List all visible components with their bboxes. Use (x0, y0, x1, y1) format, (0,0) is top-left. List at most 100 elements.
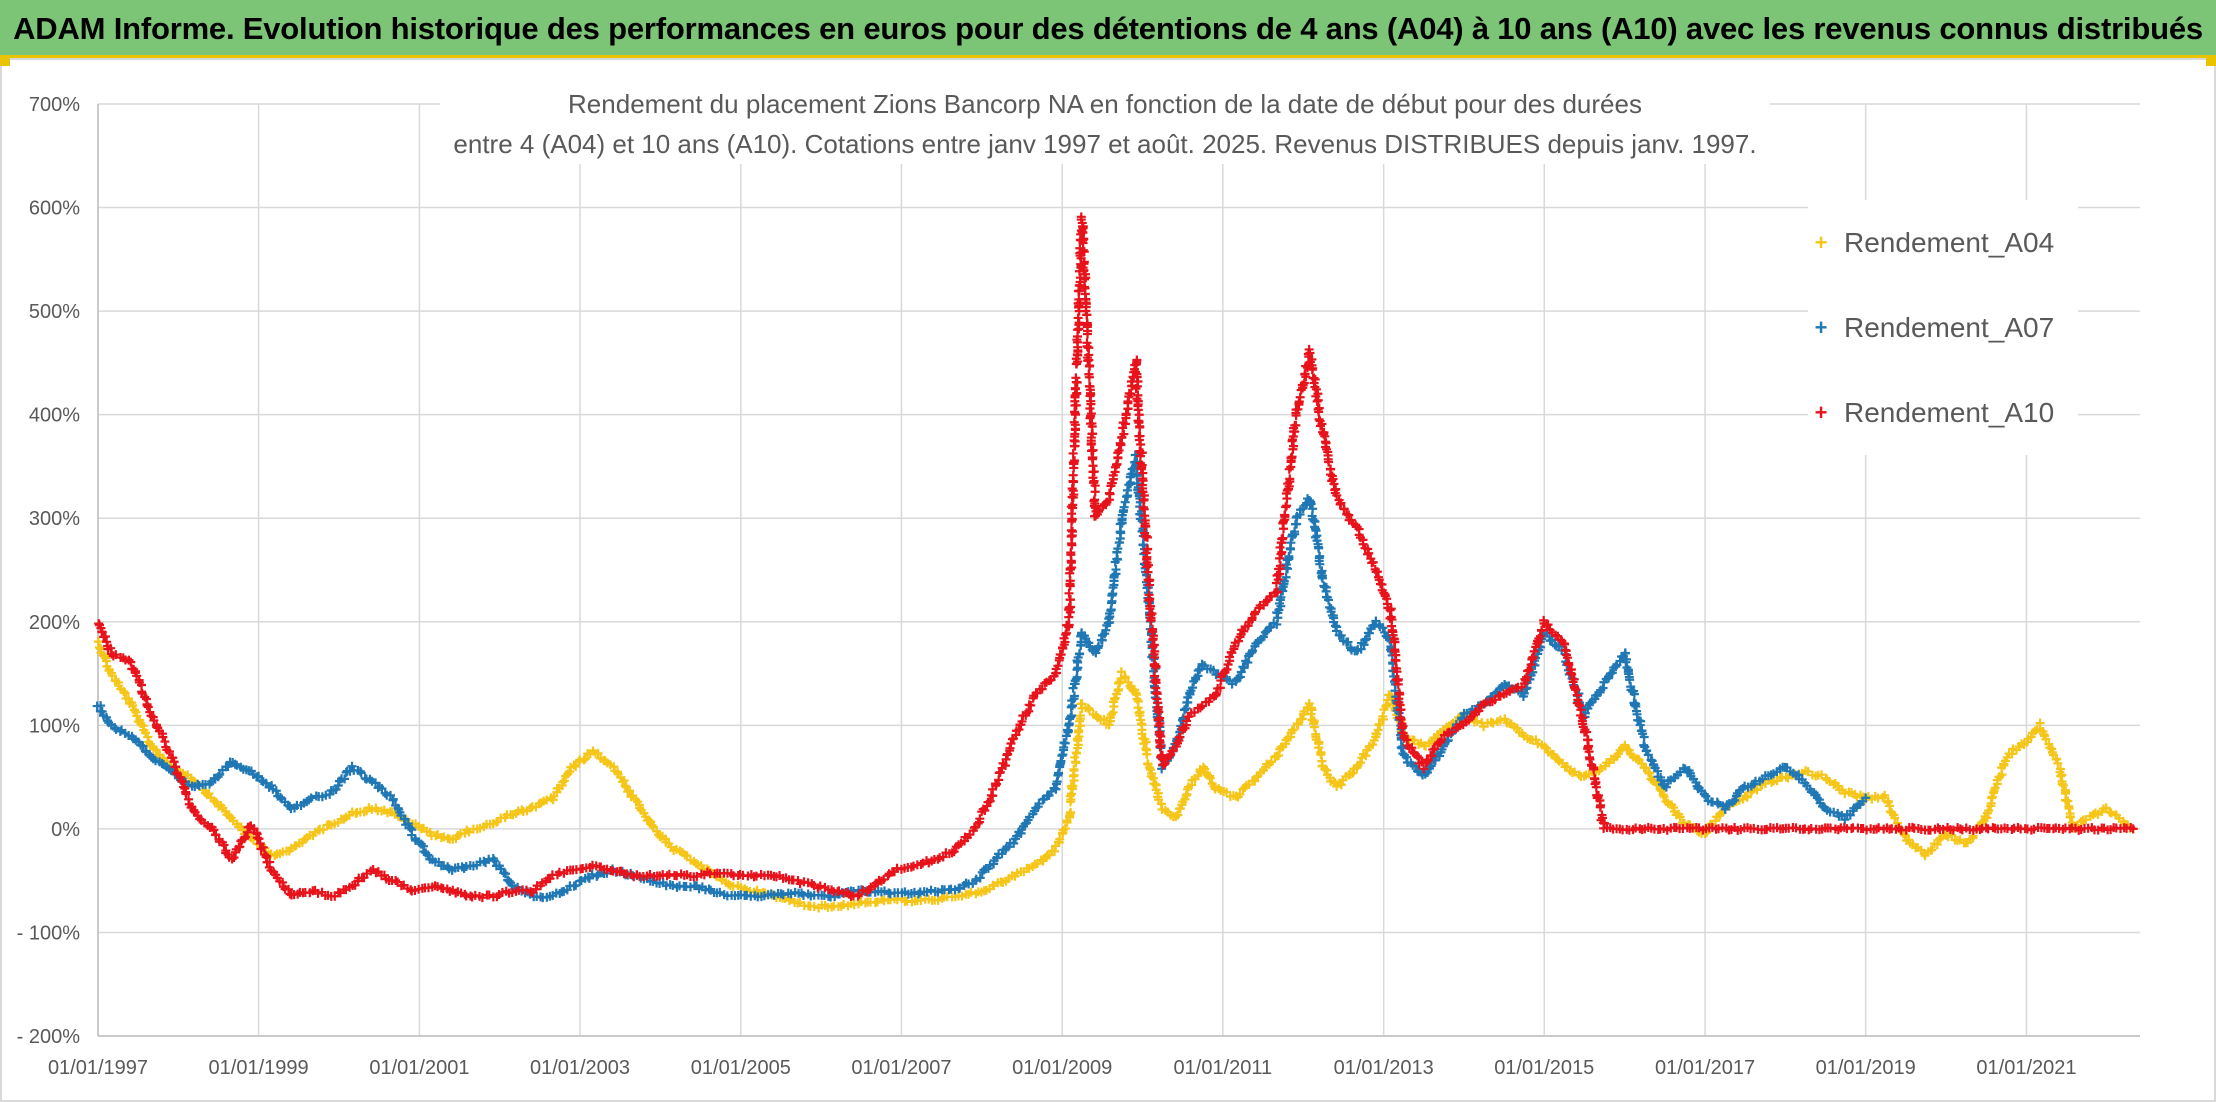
data-point (1261, 597, 1271, 607)
data-point (1173, 810, 1183, 820)
x-tick-label: 01/01/2001 (369, 1057, 469, 1079)
data-point (1306, 499, 1316, 509)
data-point (306, 793, 316, 803)
legend-item-a04: + Rendement_A04 (1808, 200, 2078, 285)
data-point (100, 632, 110, 642)
data-point (1286, 453, 1296, 463)
data-point (1281, 502, 1291, 512)
data-point (97, 627, 107, 637)
data-point (1069, 765, 1079, 775)
data-point (1615, 656, 1625, 666)
data-point (1537, 626, 1547, 636)
data-point (128, 701, 138, 711)
data-point (111, 650, 121, 660)
corner-marker-left (0, 56, 10, 66)
banner-title: ADAM Informe. Evolution historique des p… (13, 11, 2203, 46)
x-tick-label: 01/01/2019 (1816, 1057, 1916, 1079)
data-point (1110, 693, 1120, 703)
data-point (219, 840, 229, 850)
data-point (388, 794, 398, 804)
data-point (1289, 725, 1299, 735)
data-point (177, 777, 187, 787)
data-point (1560, 639, 1570, 649)
data-point (2128, 824, 2138, 834)
data-point (1336, 498, 1346, 508)
data-point (1155, 718, 1165, 728)
data-point (1067, 526, 1077, 536)
data-point (1067, 514, 1077, 524)
data-point (1132, 470, 1142, 480)
data-point (1742, 792, 1752, 802)
data-point (1119, 429, 1129, 439)
data-point (1343, 637, 1353, 647)
data-point (1037, 684, 1047, 694)
data-point (1927, 845, 1937, 855)
y-tick-label: - 200% (17, 1026, 81, 1048)
data-point (834, 886, 844, 896)
data-point (1132, 381, 1142, 391)
data-point (1105, 489, 1115, 499)
data-point (1138, 476, 1148, 486)
data-point (431, 831, 441, 841)
data-point (1066, 550, 1076, 560)
data-point (1071, 373, 1081, 383)
data-point (1143, 567, 1153, 577)
data-point (517, 805, 527, 815)
data-point (1076, 640, 1086, 650)
data-point (1070, 679, 1080, 689)
data-point (724, 879, 734, 889)
data-point (275, 792, 285, 802)
data-point (985, 796, 995, 806)
data-point (1437, 735, 1447, 745)
data-point (1152, 689, 1162, 699)
data-point (1293, 719, 1303, 729)
data-point (626, 792, 636, 802)
data-point (2064, 804, 2074, 814)
header-banner (0, 0, 2216, 58)
data-point (1053, 661, 1063, 671)
data-point (1159, 759, 1169, 769)
data-point (1137, 462, 1147, 472)
data-point (809, 901, 819, 911)
data-point (1580, 708, 1590, 718)
data-point (916, 859, 926, 869)
data-point (1297, 714, 1307, 724)
data-point (1081, 273, 1091, 283)
data-point (1396, 705, 1406, 715)
data-point (1086, 419, 1095, 429)
data-point (1258, 632, 1268, 642)
data-point (1527, 653, 1537, 663)
data-point (1160, 758, 1170, 768)
x-tick-label: 01/01/2009 (1012, 1057, 1112, 1079)
data-point (1084, 361, 1094, 371)
data-point (1066, 595, 1075, 605)
data-point (1064, 588, 1074, 598)
data-point (1274, 750, 1284, 760)
data-point (107, 671, 117, 681)
data-point (223, 762, 233, 772)
data-point (1585, 754, 1595, 764)
data-point (1248, 646, 1258, 656)
data-point (1934, 835, 1944, 845)
data-point (1072, 359, 1082, 369)
data-point (151, 745, 161, 755)
y-tick-label: - 100% (17, 922, 81, 944)
data-point (2065, 812, 2075, 822)
data-point (1075, 711, 1085, 721)
data-point (143, 702, 153, 712)
data-point (1072, 389, 1082, 399)
data-point (1488, 718, 1498, 728)
data-point (1324, 595, 1333, 605)
data-point (405, 823, 415, 833)
data-point (1071, 748, 1081, 758)
data-point (525, 803, 535, 813)
data-point (2053, 758, 2063, 768)
data-point (1591, 782, 1601, 792)
data-point (1278, 533, 1288, 543)
data-point (1661, 782, 1671, 792)
data-point (1142, 749, 1152, 759)
data-point (1233, 636, 1243, 646)
data-point (1068, 448, 1078, 458)
data-point (1621, 657, 1631, 667)
legend-marker-a07: + (1814, 314, 1828, 340)
